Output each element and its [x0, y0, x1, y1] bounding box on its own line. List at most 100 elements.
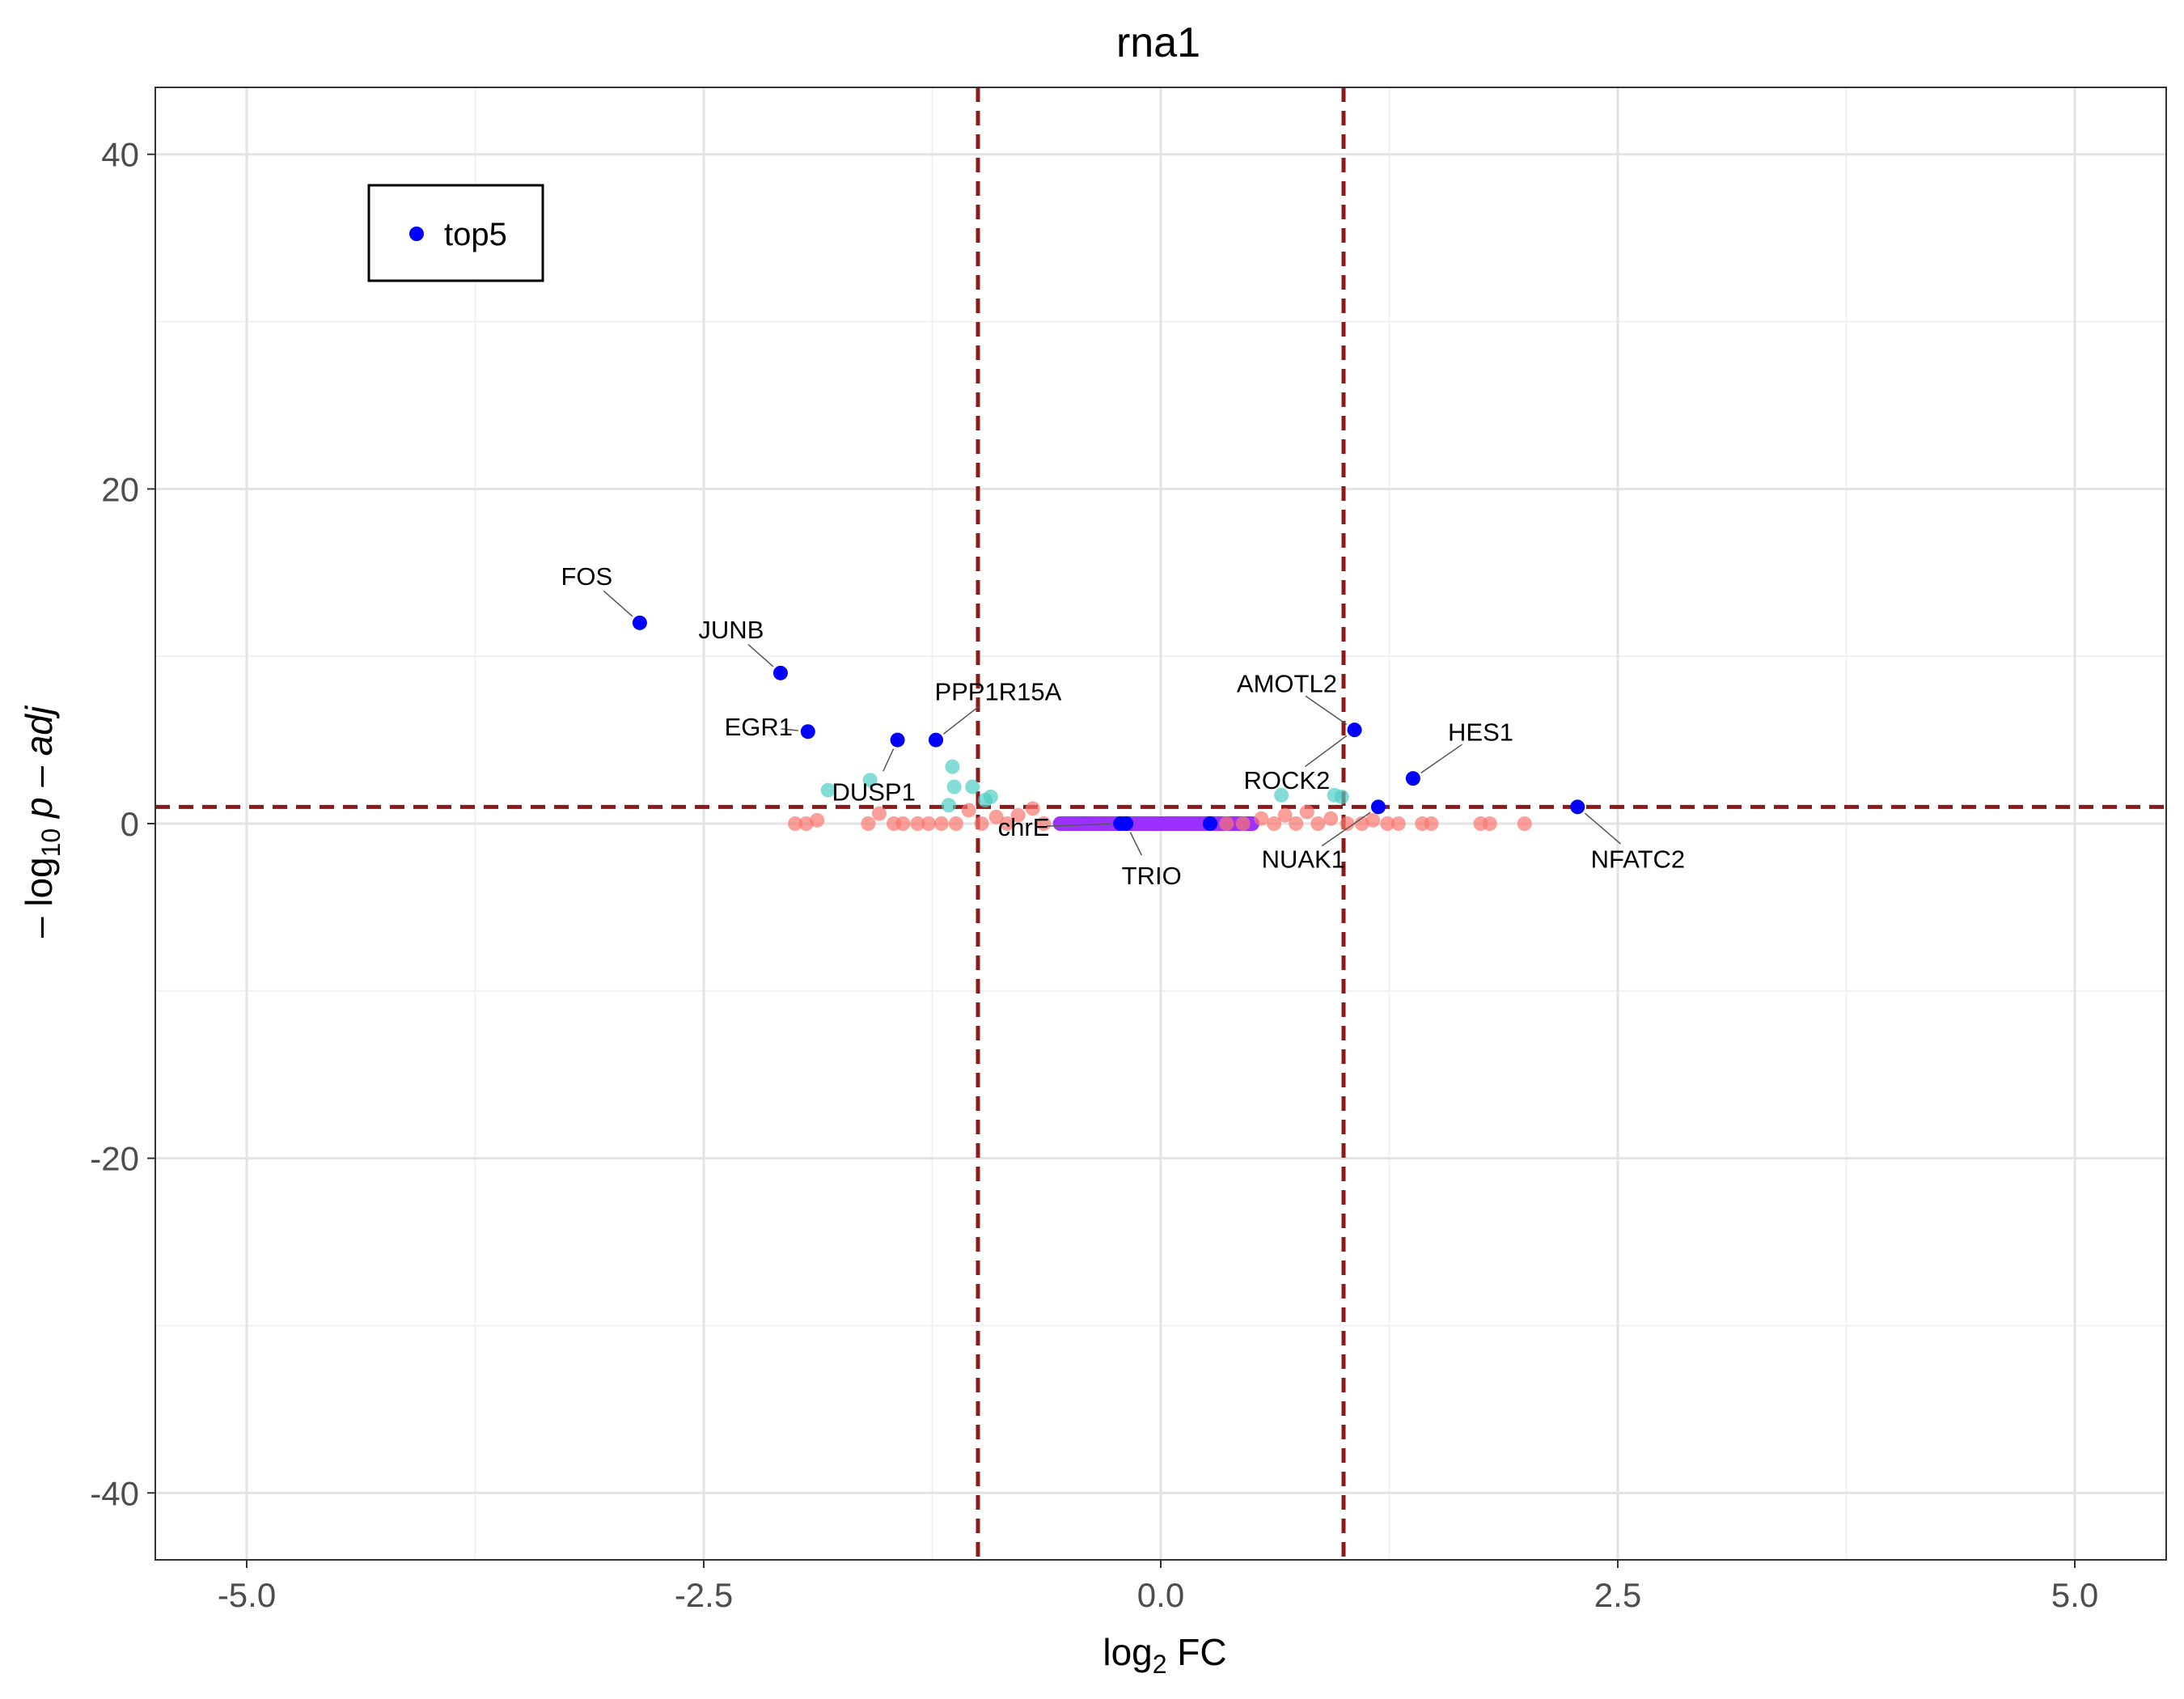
point [861, 816, 876, 831]
point [1354, 816, 1369, 831]
significant-point [1334, 789, 1349, 804]
leader-line [1584, 812, 1622, 845]
legend-box [367, 184, 544, 282]
x-axis-title-rest: FC [1167, 1631, 1227, 1673]
point [1390, 816, 1406, 831]
axis-ticks: -5.0 -2.5 0.0 2.5 5.0 40 20 0 -20 -40 [90, 136, 2098, 1614]
leader-line [943, 705, 981, 735]
legend-label-top5: top5 [444, 217, 507, 252]
top-gene-point [800, 724, 815, 739]
gene-label: AMOTL2 [1237, 669, 1337, 697]
gene-label: HES1 [1448, 718, 1513, 746]
point [1380, 816, 1395, 831]
top-gene-point [890, 732, 905, 748]
point [921, 816, 936, 831]
significant-point [862, 773, 878, 788]
gene-label: PPP1R15A [934, 678, 1061, 706]
y-tick-label: -20 [90, 1140, 139, 1178]
top-gene-point [1347, 722, 1362, 738]
point [1323, 811, 1339, 826]
point [810, 812, 825, 828]
point [933, 816, 949, 831]
y-tick-label: 20 [101, 470, 139, 508]
top-gene-point [772, 665, 788, 680]
gene-label: FOS [561, 562, 612, 591]
x-axis-title-base: log [1103, 1631, 1152, 1673]
significant-point [978, 793, 993, 808]
top-gene-point [1370, 799, 1386, 815]
y-axis-title-sub: 10 [36, 828, 66, 858]
significant-point [946, 779, 962, 794]
x-tick-label: -2.5 [675, 1576, 733, 1614]
point [1289, 816, 1304, 831]
point [895, 816, 911, 831]
point [1036, 816, 1052, 831]
chart-title: rna1 [1116, 19, 1200, 66]
gene-labels: FOS JUNB EGR1 PPP1R15A DUSP1 AMOTL2 HES1 ROCK2 c… [561, 562, 1685, 890]
point [1235, 816, 1251, 831]
y-axis-title-rest: p – adj [18, 705, 60, 828]
x-tick-label: 0.0 [1137, 1576, 1184, 1614]
point [1340, 816, 1355, 831]
y-tick-label: -40 [90, 1474, 139, 1512]
top-gene-point [1405, 771, 1420, 786]
gene-label: NUAK1 [1262, 845, 1345, 873]
point [948, 816, 963, 831]
top-gene-point [1203, 816, 1218, 831]
point [910, 816, 925, 831]
leader-line [1304, 735, 1348, 768]
x-tick-label: 2.5 [1594, 1576, 1641, 1614]
gene-label: ROCK2 [1244, 766, 1331, 794]
gene-label: TRIO [1122, 862, 1182, 890]
gene-label: chrE [998, 813, 1050, 841]
x-axis-title: log2 FC [1103, 1631, 1226, 1679]
point [798, 816, 814, 831]
point [1267, 816, 1282, 831]
top-gene-point [1119, 816, 1134, 831]
point [788, 816, 802, 831]
y-axis-title: – log10 p – adj [18, 705, 66, 938]
gene-label: EGR1 [725, 713, 793, 741]
x-tick-label: 5.0 [2051, 1576, 2098, 1614]
gene-label: DUSP1 [832, 778, 915, 807]
point [871, 806, 887, 821]
point [1219, 816, 1234, 831]
leader-line [1129, 832, 1142, 856]
legend-swatch-top5 [409, 227, 424, 241]
leader-line [603, 590, 633, 617]
point [974, 816, 989, 831]
significant-point [945, 759, 960, 774]
significant-point [1274, 787, 1289, 803]
leader-line [1046, 823, 1111, 827]
top-gene-point [929, 732, 944, 748]
point [1277, 807, 1293, 823]
leader-line [1305, 695, 1348, 725]
gene-label: JUNB [698, 616, 764, 644]
point [1365, 812, 1381, 828]
point [961, 803, 976, 818]
point [1010, 807, 1026, 823]
top-gene-point [1570, 799, 1585, 815]
point [1482, 816, 1497, 831]
point [1517, 816, 1532, 831]
x-tick-label: -5.0 [218, 1576, 276, 1614]
leader-line [781, 728, 798, 731]
leader-line [882, 748, 895, 772]
leader-line [1321, 811, 1371, 847]
point [1000, 816, 1015, 831]
y-axis-title-prefix: – log [18, 857, 60, 938]
significant-point [941, 798, 956, 813]
x-axis-title-sub: 2 [1153, 1650, 1167, 1679]
point [988, 809, 1004, 824]
data-points [632, 615, 1585, 831]
point [1424, 816, 1439, 831]
gene-label: NFATC2 [1591, 845, 1686, 873]
point [1025, 801, 1040, 816]
leader-line [1420, 744, 1462, 773]
point [1299, 804, 1314, 820]
y-tick-label: 40 [101, 136, 139, 174]
top-gene-point [632, 615, 647, 630]
significant-point [820, 782, 836, 798]
legend: top5 [367, 184, 544, 282]
